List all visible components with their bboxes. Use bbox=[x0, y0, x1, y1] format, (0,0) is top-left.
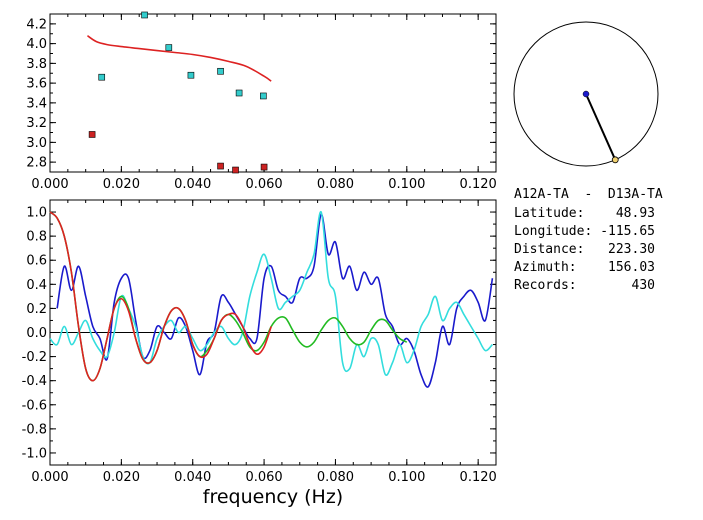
info-value: 430 bbox=[632, 278, 655, 293]
y-tick-label: 3.8 bbox=[26, 57, 47, 72]
info-label: Latitude: bbox=[514, 206, 584, 221]
y-tick-label: 3.0 bbox=[26, 136, 47, 151]
scatter-point bbox=[235, 89, 243, 97]
scatter-point bbox=[217, 162, 224, 170]
info-value: -115.65 bbox=[600, 224, 655, 239]
x-tick-label: 0.120 bbox=[460, 470, 497, 485]
x-tick-label: 0.060 bbox=[245, 177, 282, 192]
y-tick-label: 2.8 bbox=[26, 156, 47, 171]
dispersion-data bbox=[87, 11, 272, 174]
scatter-point bbox=[165, 44, 173, 51]
x-tick-label: 0.040 bbox=[174, 470, 211, 485]
station-end-marker bbox=[611, 156, 619, 164]
scatter-point bbox=[232, 166, 239, 174]
x-tick-label: 0.080 bbox=[317, 470, 354, 485]
y-tick-label: 3.2 bbox=[26, 116, 47, 131]
y-tick-label: -0.8 bbox=[22, 422, 47, 437]
y-tick-label: -1.0 bbox=[22, 446, 47, 461]
correlation-panel: 0.000 0.020 0.040 0.060 0.080 0.100 0.120 1.0 0.… bbox=[22, 199, 497, 508]
scatter-point bbox=[88, 131, 96, 138]
x-tick-label: 0.000 bbox=[31, 470, 68, 485]
scatter-point bbox=[141, 11, 148, 19]
scatter-point bbox=[260, 163, 268, 171]
dispersion-frame bbox=[49, 13, 497, 173]
scatter-point bbox=[98, 73, 106, 81]
dispersion-panel: 0.000 0.020 0.040 0.060 0.080 0.100 0.120 2.8 3.… bbox=[26, 11, 497, 192]
x-axis-title: frequency (Hz) bbox=[203, 486, 343, 508]
y-tick-label: 4.2 bbox=[26, 17, 47, 32]
info-value: 156.03 bbox=[608, 260, 655, 275]
scatter-point bbox=[217, 67, 224, 75]
y-tick-label: -0.2 bbox=[22, 350, 47, 365]
info-value: 48.93 bbox=[616, 206, 655, 221]
x-tick-label: 0.100 bbox=[388, 177, 425, 192]
info-value: 223.30 bbox=[608, 242, 655, 257]
info-label: Records: bbox=[514, 278, 577, 293]
series-line bbox=[49, 211, 272, 382]
scatter-point bbox=[187, 71, 195, 79]
series-line bbox=[56, 213, 494, 388]
azimuth-line bbox=[585, 93, 617, 161]
info-label: Distance: bbox=[514, 242, 584, 257]
x-tick-label: 0.060 bbox=[245, 470, 282, 485]
y-tick-label: 0.8 bbox=[26, 230, 47, 245]
station-info: A12A-TA - D13A-TA Latitude: 48.93 Longitud… bbox=[514, 187, 663, 293]
scatter-point bbox=[260, 92, 267, 100]
x-tick-label: 0.080 bbox=[317, 177, 354, 192]
y-tick-label: 0.6 bbox=[26, 254, 47, 269]
y-tick-label: -0.6 bbox=[22, 398, 47, 413]
y-tick-label: 0.0 bbox=[26, 326, 47, 341]
y-tick-label: 3.4 bbox=[26, 96, 47, 111]
y-tick-label: 1.0 bbox=[26, 206, 47, 221]
y-tick-label: 4.0 bbox=[26, 37, 47, 52]
series-line bbox=[87, 35, 272, 82]
compass-circle bbox=[513, 21, 659, 167]
x-tick-label: 0.020 bbox=[103, 177, 140, 192]
station-center-marker bbox=[582, 90, 590, 98]
station-pair: A12A-TA - D13A-TA bbox=[514, 187, 663, 202]
info-label: Azimuth: bbox=[514, 260, 577, 275]
info-label: Longitude: bbox=[514, 224, 592, 239]
correlation-data bbox=[49, 211, 496, 388]
dispersion-ticks: 0.000 0.020 0.040 0.060 0.080 0.100 0.120 2.8 3.… bbox=[26, 13, 497, 192]
x-tick-label: 0.100 bbox=[388, 470, 425, 485]
x-tick-label: 0.120 bbox=[460, 177, 497, 192]
x-tick-label: 0.040 bbox=[174, 177, 211, 192]
y-tick-label: 3.6 bbox=[26, 77, 47, 92]
y-tick-label: -0.4 bbox=[22, 374, 47, 389]
y-tick-label: 0.2 bbox=[26, 302, 47, 317]
correlation-ticks: 0.000 0.020 0.040 0.060 0.080 0.100 0.120 1.0 0.… bbox=[22, 199, 497, 485]
y-tick-label: 0.4 bbox=[26, 278, 47, 293]
x-tick-label: 0.000 bbox=[31, 177, 68, 192]
x-tick-label: 0.020 bbox=[103, 470, 140, 485]
azimuth-compass bbox=[513, 21, 659, 167]
series-line bbox=[49, 211, 494, 377]
